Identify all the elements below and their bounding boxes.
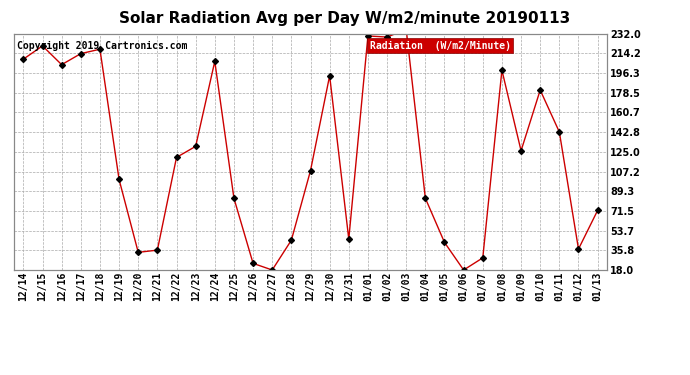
Text: Radiation  (W/m2/Minute): Radiation (W/m2/Minute) bbox=[370, 41, 511, 51]
Text: Solar Radiation Avg per Day W/m2/minute 20190113: Solar Radiation Avg per Day W/m2/minute … bbox=[119, 11, 571, 26]
Text: Copyright 2019 Cartronics.com: Copyright 2019 Cartronics.com bbox=[17, 41, 187, 51]
